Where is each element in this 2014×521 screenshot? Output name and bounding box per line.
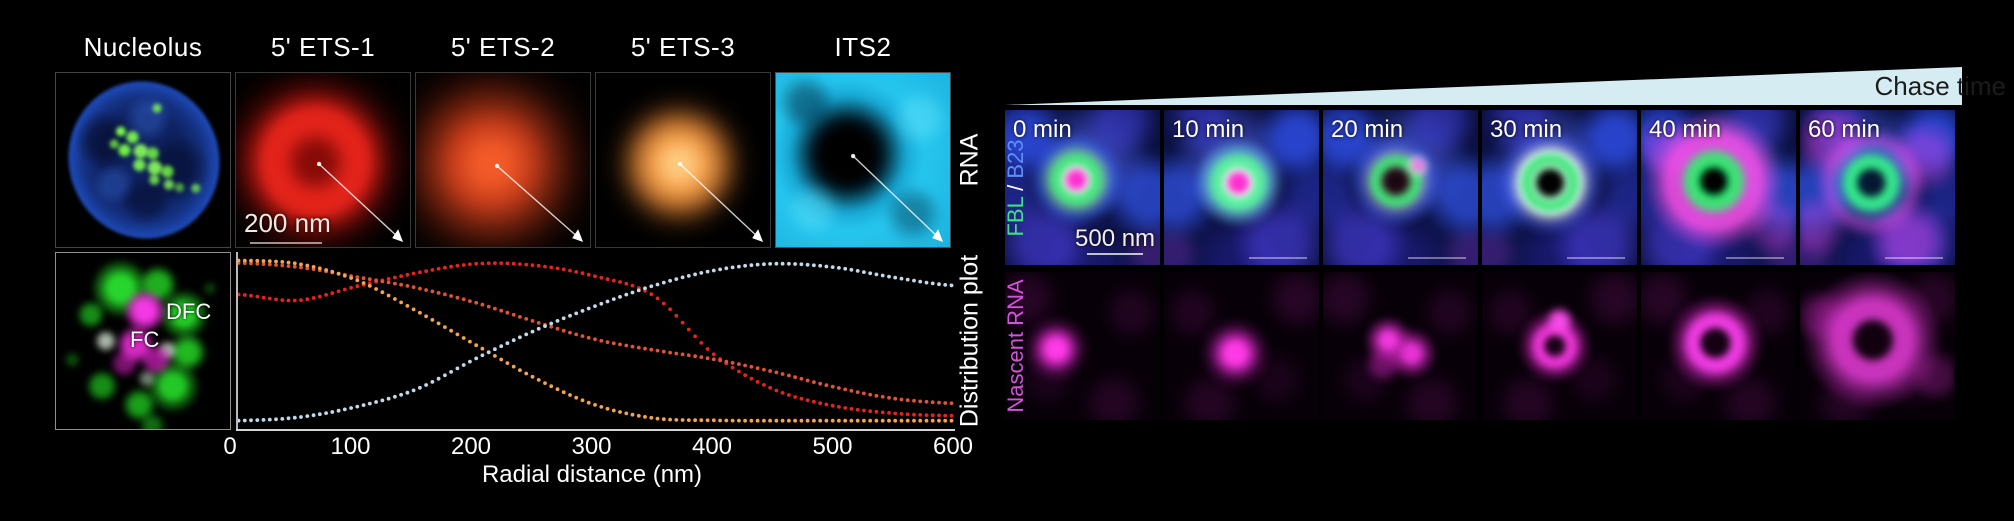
chase-bottom-panel-60min xyxy=(1800,272,1955,420)
chase-bottom-panel-40min xyxy=(1641,272,1796,420)
chase-time-wedge xyxy=(1005,67,1962,105)
panel-title-5ets3: 5' ETS-3 xyxy=(630,32,736,62)
chase-top-panel-60min: 60 min xyxy=(1800,110,1955,265)
x-tick-label: 200 xyxy=(450,433,492,460)
row-label-distribution-plot: Distribution plot xyxy=(955,254,984,428)
plot-x-axis xyxy=(236,429,955,431)
x-tick-label: 300 xyxy=(571,433,612,460)
chase-top-panel-0min: 0 min 500 nm xyxy=(1005,110,1160,265)
time-label: 30 min xyxy=(1490,116,1563,143)
chase-top-panel-20min: 20 min xyxy=(1323,110,1478,265)
radial-arrow-icon xyxy=(850,153,944,243)
micrograph-5ets2 xyxy=(415,72,591,248)
time-label: 0 min xyxy=(1013,116,1072,143)
nascent-rna-label: Nascent RNA xyxy=(1003,279,1028,413)
row-label-rna: RNA xyxy=(955,133,984,187)
chase-top-panel-30min: 30 min xyxy=(1482,110,1637,265)
x-tick-label: 600 xyxy=(932,433,974,460)
time-label: 60 min xyxy=(1808,116,1881,143)
chase-bottom-panel-30min xyxy=(1482,272,1637,420)
chase-top-panel-10min: 10 min xyxy=(1164,110,1319,265)
plot-x-axis-label: Radial distance (nm) xyxy=(481,461,703,488)
slash: / xyxy=(1003,178,1028,197)
radial-arrow-icon xyxy=(494,163,584,243)
row-label-fbl-b23: FBL / B23 xyxy=(998,110,1034,265)
distribution-plot xyxy=(237,252,955,430)
scale-bar xyxy=(1408,257,1466,259)
dfc-label: DFC xyxy=(166,299,212,324)
time-label: 10 min xyxy=(1172,116,1245,143)
scale-bar-label: 200 nm xyxy=(244,208,331,238)
radial-arrow-icon xyxy=(316,161,404,243)
chase-bottom-panel-20min xyxy=(1323,272,1478,420)
micrograph-5ets3 xyxy=(595,72,771,248)
row-label-nascent-rna: Nascent RNA xyxy=(998,272,1034,420)
fbl-label: FBL xyxy=(1003,196,1028,237)
chase-bottom-panel-0min xyxy=(1005,272,1160,420)
time-label: 20 min xyxy=(1331,116,1404,143)
nucleus-image xyxy=(56,73,230,247)
scale-bar xyxy=(1726,257,1784,259)
x-tick-label: 0 xyxy=(223,433,237,460)
plot-y-axis xyxy=(236,252,238,430)
b23-label: B23 xyxy=(1003,138,1028,179)
scale-bar xyxy=(1087,253,1143,255)
x-tick-label: 500 xyxy=(812,433,853,460)
micrograph-nucleolus xyxy=(55,72,231,248)
scale-bar-label: 500 nm xyxy=(1075,225,1156,252)
chase-bottom-panel-10min xyxy=(1164,272,1319,420)
scale-bar xyxy=(1885,257,1943,259)
x-tick-label: 100 xyxy=(330,433,371,460)
x-tick-label: 400 xyxy=(691,433,733,460)
radial-arrow-icon xyxy=(677,161,764,243)
scale-bar xyxy=(1567,257,1625,259)
micrograph-5ets1: 200 nm xyxy=(235,72,411,248)
panel-title-nucleolus: Nucleolus xyxy=(83,32,203,62)
micrograph-its2 xyxy=(775,72,951,248)
micrograph-fc-dfc: DFC FC xyxy=(55,252,231,430)
chase-top-panel-40min: 40 min xyxy=(1641,110,1796,265)
panel-title-5ets2: 5' ETS-2 xyxy=(450,32,556,62)
scale-bar xyxy=(1249,257,1307,259)
chase-time-label: Chase time xyxy=(1874,71,2007,101)
panel-title-5ets1: 5' ETS-1 xyxy=(270,32,376,62)
panel-title-its2: ITS2 xyxy=(834,32,892,62)
time-label: 40 min xyxy=(1649,116,1722,143)
scale-bar xyxy=(250,242,322,244)
fc-label: FC xyxy=(130,327,160,352)
